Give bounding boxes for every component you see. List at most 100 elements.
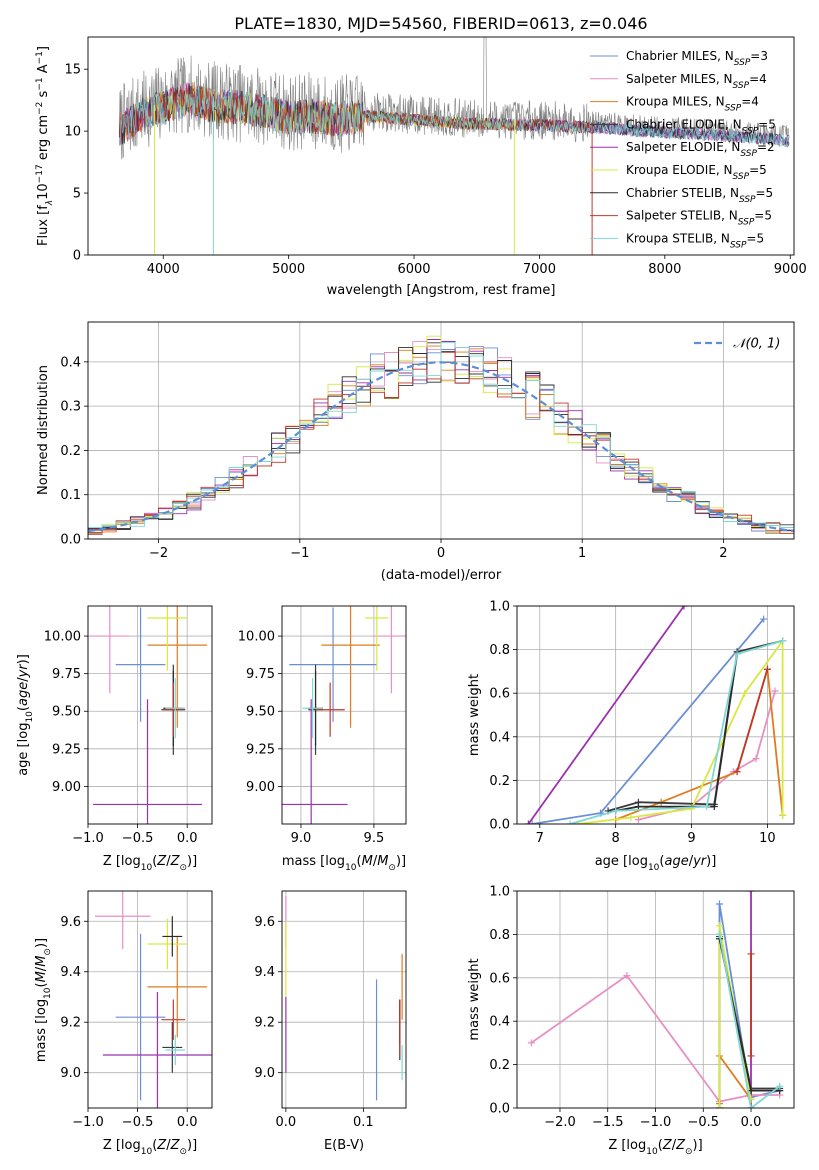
weight-line bbox=[615, 668, 784, 821]
age-vs-mass-xlabel-part: mass [log bbox=[282, 854, 345, 869]
y-tick-label: 9.0 bbox=[60, 1066, 81, 1081]
legend-entry-part: SSP bbox=[742, 126, 759, 136]
age-vs-Z-ylabel-part: 10 bbox=[25, 711, 35, 723]
legend-entry-part: SSP bbox=[733, 172, 750, 182]
weight-line bbox=[718, 934, 781, 1108]
weight-line bbox=[736, 668, 769, 772]
age-vs-Z-ylabel-part: / bbox=[16, 677, 31, 682]
y-tick-label: 9.2 bbox=[254, 1016, 275, 1031]
mass-weight-vs-Z-xlabel-part: Z [log bbox=[608, 1138, 646, 1153]
weight-line bbox=[607, 640, 783, 812]
weight-marker bbox=[612, 807, 620, 815]
y-tick-label: 10.00 bbox=[44, 630, 81, 645]
legend-entry: Salpeter MILES, NSSP=4 bbox=[626, 72, 767, 91]
age-vs-Z-ylabel: age [log10(age/yr)] bbox=[16, 654, 35, 776]
legend-entry-part: SSP bbox=[739, 195, 756, 205]
legend-entry: Kroupa MILES, NSSP=4 bbox=[626, 95, 759, 114]
errorbar-point bbox=[94, 891, 151, 950]
mass-weight-vs-Z-xlabel-part: )] bbox=[693, 1138, 703, 1153]
weight-marker bbox=[779, 811, 787, 819]
weight-series bbox=[574, 637, 787, 824]
axes-frame bbox=[516, 890, 795, 1109]
mass-vs-Z-ylabel-part: / bbox=[34, 966, 49, 971]
errorbar-point bbox=[161, 999, 186, 1040]
legend-entry-part: SSP bbox=[740, 149, 757, 159]
mass-weight-vs-age-ylabel: mass weight bbox=[467, 674, 482, 756]
x-tick-label: 9.0 bbox=[291, 831, 312, 846]
mass-vs-Z-axes: −1.0 −0.5 0.09.09.29.49.6Z [log10(Z/Z⊙)]ma… bbox=[34, 890, 213, 1157]
y-tick-label: 9.6 bbox=[254, 915, 275, 930]
legend-entry-part: =2 bbox=[757, 140, 775, 154]
weight-marker bbox=[524, 820, 532, 824]
x-tick-label: −0.5 bbox=[122, 831, 154, 846]
weight-marker bbox=[747, 891, 755, 895]
legend-entry-part: SSP bbox=[725, 104, 742, 114]
errorbar-point bbox=[165, 678, 186, 739]
x-tick-label: −1.0 bbox=[640, 1115, 672, 1130]
y-tick-label: 0.8 bbox=[489, 643, 510, 658]
age-vs-Z-xlabel-part: / bbox=[166, 854, 171, 869]
y-tick-label: 9.75 bbox=[52, 667, 81, 682]
mass-vs-Z-xlabel-part: ( bbox=[152, 1138, 157, 1153]
spectrum-ylabel-part: 10 bbox=[36, 183, 51, 200]
mass-vs-Z-xlabel-part: ⊙ bbox=[179, 1147, 187, 1157]
y-tick-label: 0.8 bbox=[489, 928, 510, 943]
x-tick-label: 7 bbox=[536, 831, 544, 846]
x-tick-label: 1 bbox=[578, 546, 586, 561]
x-tick-label: −1.5 bbox=[592, 1115, 624, 1130]
weight-line bbox=[615, 653, 738, 812]
legend-entry-part: SSP bbox=[734, 58, 751, 68]
age-vs-Z-xlabel-part: Z [log bbox=[103, 854, 141, 869]
age-vs-Z-ylabel-part: yr bbox=[16, 663, 31, 679]
spectrum-axes: 4000 5000 6000 7000 8000 9000 0 5 10 15 Chabrier M… bbox=[35, 36, 807, 298]
x-tick-label: 0.0 bbox=[177, 1115, 198, 1130]
age-vs-Z-ylabel-part: age [log bbox=[16, 723, 31, 776]
mass-weight-vs-Z-ylabel: mass weight bbox=[467, 958, 482, 1040]
x-tick-label: 6000 bbox=[397, 262, 430, 277]
spectrum-ylabel-part: A bbox=[36, 64, 51, 77]
legend-entry-part: Chabrier STELIB, N bbox=[626, 186, 739, 200]
axes-frame bbox=[87, 321, 795, 540]
axes-frame bbox=[281, 890, 407, 1109]
y-tick-label: 9.25 bbox=[52, 742, 81, 757]
x-tick-label: 10 bbox=[759, 831, 776, 846]
y-tick-label: 0.0 bbox=[60, 533, 81, 548]
y-tick-label: 0.0 bbox=[489, 1102, 510, 1117]
weight-line bbox=[527, 606, 685, 824]
weight-marker bbox=[779, 637, 787, 645]
y-tick-label: 0.2 bbox=[489, 1058, 510, 1073]
weight-marker bbox=[566, 820, 574, 824]
mass-weight-vs-Z-xlabel-part: 10 bbox=[646, 1147, 658, 1157]
x-tick-label: 0 bbox=[437, 546, 445, 561]
y-tick-label: 9.25 bbox=[246, 742, 275, 757]
weight-series bbox=[566, 637, 787, 824]
legend-entry-part: =5 bbox=[758, 117, 776, 131]
x-tick-label: 7000 bbox=[523, 262, 556, 277]
x-tick-label: 2 bbox=[719, 546, 727, 561]
legend-entry-part: Chabrier ELODIE, N bbox=[626, 117, 742, 131]
mass-vs-Z-ylabel-part: ( bbox=[34, 982, 49, 987]
mass-vs-ebv-xlabel-part: E(B-V) bbox=[324, 1138, 364, 1153]
weight-marker bbox=[752, 755, 760, 763]
age-vs-mass-xlabel-part: )] bbox=[396, 854, 406, 869]
mass-weight-vs-Z-xlabel-part: ( bbox=[658, 1138, 663, 1153]
age-vs-Z-ylabel-part: )] bbox=[16, 654, 31, 664]
y-tick-label: 0.4 bbox=[489, 730, 510, 745]
legend-entry-part: SSP bbox=[730, 240, 747, 250]
weight-marker bbox=[527, 1039, 535, 1047]
y-tick-label: 0.1 bbox=[60, 488, 81, 503]
histogram-step-line bbox=[88, 341, 794, 529]
x-tick-label: 5000 bbox=[272, 262, 305, 277]
mass-vs-ebv-xlabel: E(B-V) bbox=[324, 1138, 364, 1153]
spectrum-ylabel-part: λ bbox=[45, 200, 55, 206]
y-tick-label: 0.6 bbox=[489, 971, 510, 986]
weight-marker bbox=[733, 650, 741, 658]
histogram-ylabel: Normed distribution bbox=[36, 365, 51, 495]
y-tick-label: 15 bbox=[64, 63, 81, 78]
figure-title: PLATE=1830, MJD=54560, FIBERID=0613, z=0… bbox=[234, 14, 647, 33]
mass-weight-vs-Z-xlabel-part: ⊙ bbox=[685, 1147, 693, 1157]
y-tick-label: 9.50 bbox=[52, 705, 81, 720]
weight-marker bbox=[715, 922, 723, 930]
